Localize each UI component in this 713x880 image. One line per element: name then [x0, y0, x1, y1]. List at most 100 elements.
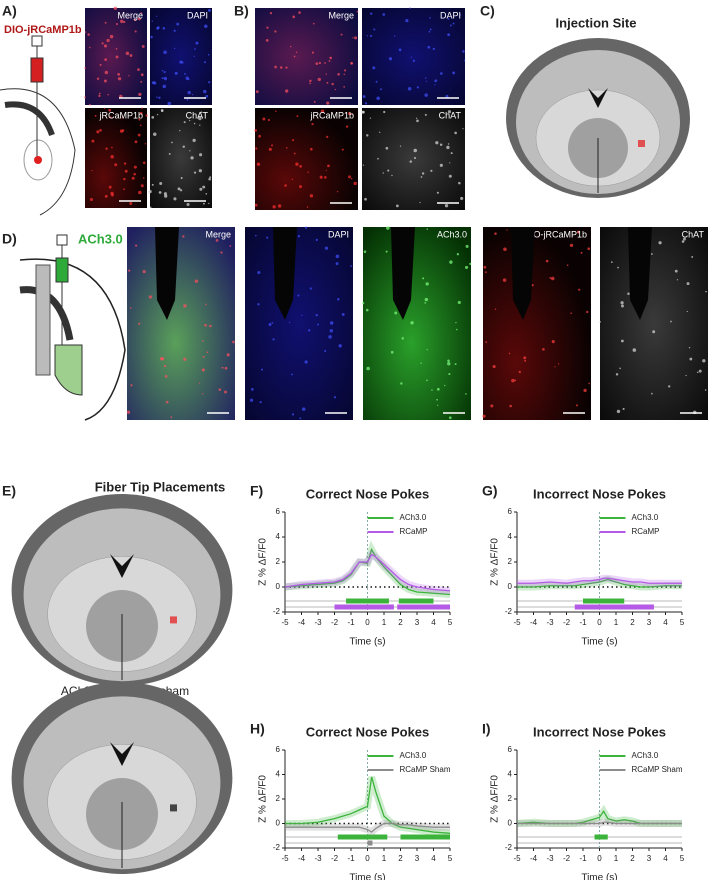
cell: [518, 370, 521, 374]
x-tick-label: -3: [314, 618, 322, 627]
cell: [285, 66, 288, 69]
cell: [410, 56, 412, 58]
cell: [192, 138, 196, 143]
y-tick-label: 4: [276, 770, 281, 779]
micrograph: [483, 227, 591, 420]
cell: [436, 398, 438, 401]
cell: [162, 84, 167, 89]
cell: [483, 265, 487, 269]
panel-letter: I): [482, 721, 491, 737]
x-tick-label: 3: [415, 618, 420, 627]
cell: [173, 47, 176, 50]
cell: [194, 279, 199, 283]
cell: [209, 324, 212, 328]
x-tick-label: 0: [365, 854, 370, 863]
cell: [327, 164, 330, 168]
cell: [138, 190, 142, 195]
cell: [254, 129, 258, 132]
x-tick-label: 3: [647, 854, 652, 863]
chart-title: Correct Nose Pokes: [306, 724, 430, 739]
micrograph: [362, 8, 465, 105]
signal-line: [517, 577, 682, 584]
cell: [193, 55, 195, 57]
x-tick-label: -2: [331, 618, 339, 627]
cell: [335, 254, 340, 259]
y-tick-label: -2: [505, 607, 513, 616]
cell: [104, 194, 108, 198]
cell: [156, 27, 159, 30]
cell: [650, 253, 653, 255]
cell: [326, 81, 329, 84]
cell: [130, 384, 133, 387]
x-tick-label: 4: [663, 854, 668, 863]
cell: [372, 66, 376, 70]
signal-line: [285, 776, 451, 834]
significance-bar: [367, 840, 373, 846]
y-tick-label: 0: [508, 582, 513, 591]
cell: [274, 65, 277, 69]
cell: [268, 147, 272, 151]
cell: [198, 116, 202, 121]
cell: [309, 82, 311, 85]
cell: [261, 368, 264, 371]
x-tick-label: 5: [448, 618, 453, 627]
cell: [138, 118, 141, 121]
cell: [705, 290, 707, 293]
cell: [444, 204, 449, 208]
cell: [159, 182, 163, 186]
x-axis-label: Time (s): [349, 873, 385, 880]
cell: [704, 389, 707, 391]
cell: [190, 156, 194, 160]
cell: [364, 197, 367, 201]
cell: [632, 348, 637, 352]
cell: [262, 117, 266, 121]
cell: [509, 404, 512, 408]
construct-label: DIO-jRCaMP1b: [4, 24, 82, 36]
panel-title: Injection Site: [556, 15, 637, 30]
tile-label: ChAT: [439, 110, 462, 120]
cell: [627, 292, 630, 295]
cell: [269, 11, 273, 15]
significance-bar: [346, 598, 389, 604]
cell: [448, 174, 452, 178]
cell: [363, 250, 367, 253]
cell: [255, 90, 259, 94]
cell: [205, 303, 207, 306]
micrograph: [363, 227, 471, 420]
cell: [317, 77, 321, 82]
cell: [369, 12, 373, 15]
signal-line: [285, 822, 450, 833]
cell: [449, 162, 451, 164]
cell: [304, 226, 308, 229]
cell: [455, 321, 457, 324]
legend-label: RCaMP: [400, 527, 428, 536]
cell: [508, 352, 511, 355]
cell: [419, 201, 421, 204]
cell: [288, 321, 291, 324]
cell: [181, 61, 184, 64]
cell: [163, 192, 168, 196]
significance-bar: [574, 604, 654, 610]
cell: [137, 133, 141, 137]
x-tick-label: 5: [448, 854, 453, 863]
cell: [329, 321, 334, 325]
cell: [450, 152, 453, 155]
cell: [326, 135, 329, 139]
cell: [685, 374, 687, 377]
placement: [170, 804, 177, 812]
cell: [448, 372, 451, 376]
cell: [133, 18, 137, 22]
panel-letter: G): [482, 483, 498, 499]
significance-bar: [594, 834, 608, 840]
cell: [153, 132, 157, 136]
cell: [366, 35, 369, 37]
cell: [575, 404, 578, 407]
cell: [299, 164, 302, 168]
cell: [431, 389, 433, 391]
x-tick-label: 4: [663, 618, 668, 627]
cell: [202, 185, 206, 189]
cell: [138, 322, 141, 325]
cell: [337, 297, 340, 301]
cell: [192, 93, 194, 96]
cell: [208, 177, 211, 181]
